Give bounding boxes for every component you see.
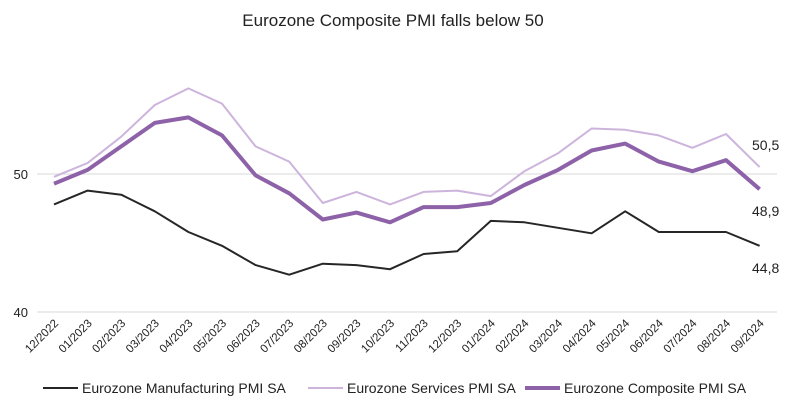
x-tick-label: 08/2024 — [695, 317, 733, 355]
x-tick-label: 12/2023 — [426, 318, 464, 356]
y-tick-label: 40 — [14, 305, 28, 320]
x-tick-label: 04/2024 — [561, 317, 599, 355]
x-tick-label: 01/2023 — [57, 318, 95, 356]
series-line-0 — [54, 191, 760, 275]
x-tick-label: 04/2023 — [158, 318, 196, 356]
x-tick-label: 02/2024 — [494, 317, 532, 355]
x-tick-label: 09/2024 — [729, 317, 767, 355]
end-value-label: 50,5 — [752, 137, 779, 153]
x-tick-label: 03/2023 — [124, 318, 162, 356]
legend-label: Eurozone Composite PMI SA — [564, 380, 747, 396]
legend-label: Eurozone Services PMI SA — [347, 380, 517, 396]
x-tick-label: 03/2024 — [527, 317, 565, 355]
end-value-label: 44,8 — [752, 260, 779, 276]
x-tick-label: 06/2023 — [225, 318, 263, 356]
x-tick-label: 02/2023 — [90, 318, 128, 356]
legend-label: Eurozone Manufacturing PMI SA — [82, 380, 287, 396]
x-tick-label: 10/2023 — [359, 318, 397, 356]
x-tick-label: 07/2023 — [258, 318, 296, 356]
x-tick-label: 09/2023 — [326, 318, 364, 356]
series-layer — [54, 88, 760, 275]
legend: Eurozone Manufacturing PMI SA Eurozone Se… — [43, 380, 747, 396]
x-tick-label: 07/2024 — [662, 317, 700, 355]
x-tick-label: 01/2024 — [460, 317, 498, 355]
x-tick-label: 12/2022 — [23, 318, 61, 356]
chart-title: Eurozone Composite PMI falls below 50 — [242, 11, 543, 30]
x-tick-label: 05/2023 — [191, 318, 229, 356]
x-tick-label: 05/2024 — [594, 317, 632, 355]
y-tick-label: 50 — [14, 167, 28, 182]
legend-item: Eurozone Services PMI SA — [308, 380, 517, 396]
x-axis-labels: 12/202201/202302/202303/202304/202305/20… — [23, 317, 767, 355]
series-line-1 — [54, 88, 760, 204]
x-tick-label: 06/2024 — [628, 317, 666, 355]
x-tick-label: 08/2023 — [292, 318, 330, 356]
end-value-labels: 44,8 50,5 48,9 — [752, 137, 779, 276]
legend-item: Eurozone Composite PMI SA — [525, 380, 747, 396]
series-line-2 — [54, 117, 760, 222]
x-tick-label: 11/2023 — [393, 318, 430, 355]
legend-item: Eurozone Manufacturing PMI SA — [43, 380, 287, 396]
end-value-label: 48,9 — [752, 203, 779, 219]
